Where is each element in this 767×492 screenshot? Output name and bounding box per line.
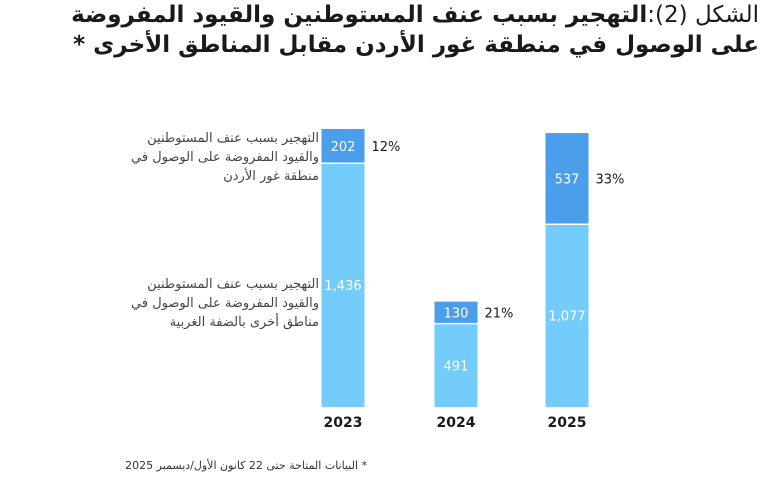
legend-other-areas: التهجير بسبب عنف المستوطنين والقيود المف… (131, 275, 319, 332)
title-prefix: الشكل (2): (647, 2, 759, 28)
legend-jordan-valley-line-2: والقيود المفروضة على الوصول في (131, 150, 319, 165)
legend-jordan-valley: التهجير بسبب عنف المستوطنين والقيود المف… (131, 129, 319, 186)
legend-jordan-valley-line-3: منطقة غور الأردن (223, 169, 319, 184)
bar-other-areas-2023 (321, 163, 365, 407)
bar-other-areas-2024 (434, 323, 478, 407)
bar-other-areas-2025 (545, 224, 589, 407)
bar-jordan-valley-2024 (434, 301, 478, 324)
percent-label-2023: 12% (372, 140, 401, 155)
x-tick-label-2023: 2023 (324, 415, 363, 431)
bar-jordan-valley-2025 (545, 133, 589, 225)
value-label-other-areas-2025: 1,077 (548, 310, 585, 325)
legend-other-areas-line-3: مناطق أخرى بالضفة الغربية (169, 315, 319, 330)
title-text-1: التهجير بسبب عنف المستوطنين والقيود المف… (71, 2, 648, 28)
x-tick-label-2024: 2024 (437, 415, 476, 431)
legend-other-areas-line-2: والقيود المفروضة على الوصول في (131, 296, 319, 311)
title-line-1: الشكل (2):التهجير بسبب عنف المستوطنين وا… (7, 0, 759, 30)
legend-jordan-valley-line-1: التهجير بسبب عنف المستوطنين (147, 131, 319, 146)
chart-title: الشكل (2):التهجير بسبب عنف المستوطنين وا… (7, 0, 759, 60)
title-line-2: على الوصول في منطقة غور الأردن مقابل الم… (73, 32, 759, 58)
value-label-jordan-valley-2023: 202 (331, 140, 356, 155)
x-tick-label-2025: 2025 (548, 415, 587, 431)
percent-label-2025: 33% (596, 173, 625, 188)
value-label-jordan-valley-2024: 130 (444, 307, 469, 322)
legend-other-areas-line-1: التهجير بسبب عنف المستوطنين (147, 277, 319, 292)
footnote: * البيانات المتاحة حتى 22 كانون الأول/دي… (125, 459, 367, 472)
value-label-jordan-valley-2025: 537 (555, 173, 580, 188)
percent-label-2024: 21% (485, 307, 514, 322)
bar-jordan-valley-2023 (321, 129, 365, 164)
value-label-other-areas-2024: 491 (444, 359, 469, 374)
value-label-other-areas-2023: 1,436 (324, 279, 361, 294)
